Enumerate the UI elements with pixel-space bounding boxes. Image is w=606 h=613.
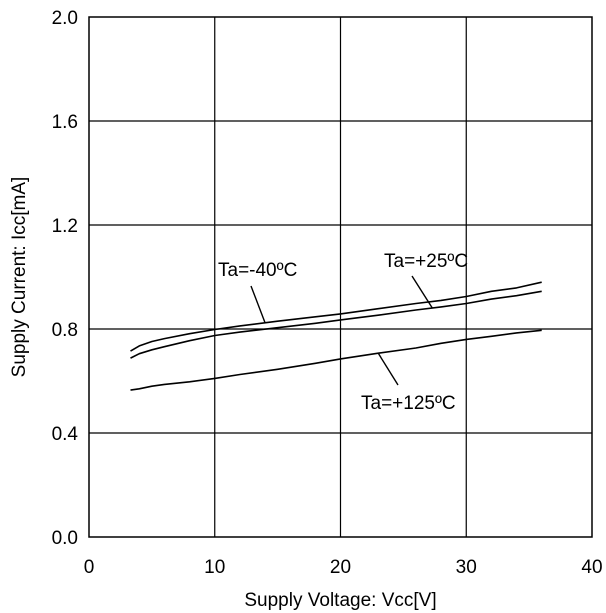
y-tick-label: 0.4 — [52, 424, 79, 445]
x-tick-label: 10 — [204, 557, 225, 578]
annotation-leader-ta-minus40 — [250, 285, 266, 324]
plot-area-frame — [88, 16, 593, 538]
x-tick-label: 20 — [330, 557, 351, 578]
annotation-leader-ta-plus125 — [377, 352, 399, 386]
y-tick-label: 1.6 — [52, 112, 78, 133]
series-line-ta-plus25 — [130, 290, 542, 359]
y-axis-title: Supply Current: Icc[mA] — [9, 177, 30, 378]
x-tick-label: 0 — [84, 557, 95, 578]
x-axis-ticks: 0 10 20 30 40 — [84, 557, 603, 578]
series-line-ta-minus40 — [130, 281, 542, 352]
y-tick-label: 0.8 — [52, 320, 78, 341]
y-tick-label: 1.2 — [52, 216, 78, 237]
y-tick-label: 2.0 — [52, 8, 78, 29]
annotation-label-ta-plus125: Ta=+125ºC — [361, 393, 456, 414]
grid-lines — [89, 17, 592, 537]
x-axis-title: Supply Voltage: Vcc[V] — [244, 590, 436, 611]
x-tick-label: 30 — [456, 557, 477, 578]
annotation-label-ta-minus40: Ta=-40ºC — [218, 260, 297, 281]
annotations: Ta=-40ºC Ta=+25ºC Ta=+125ºC — [218, 251, 468, 414]
x-tick-label: 40 — [581, 557, 602, 578]
y-tick-label: 0.0 — [52, 528, 78, 549]
series-lines — [130, 281, 542, 391]
series-line-ta-plus125 — [130, 329, 542, 391]
annotation-leader-ta-plus25 — [411, 275, 433, 309]
annotation-label-ta-plus25: Ta=+25ºC — [384, 251, 468, 272]
y-axis-ticks: 0.0 0.4 0.8 1.2 1.6 2.0 — [52, 8, 79, 549]
